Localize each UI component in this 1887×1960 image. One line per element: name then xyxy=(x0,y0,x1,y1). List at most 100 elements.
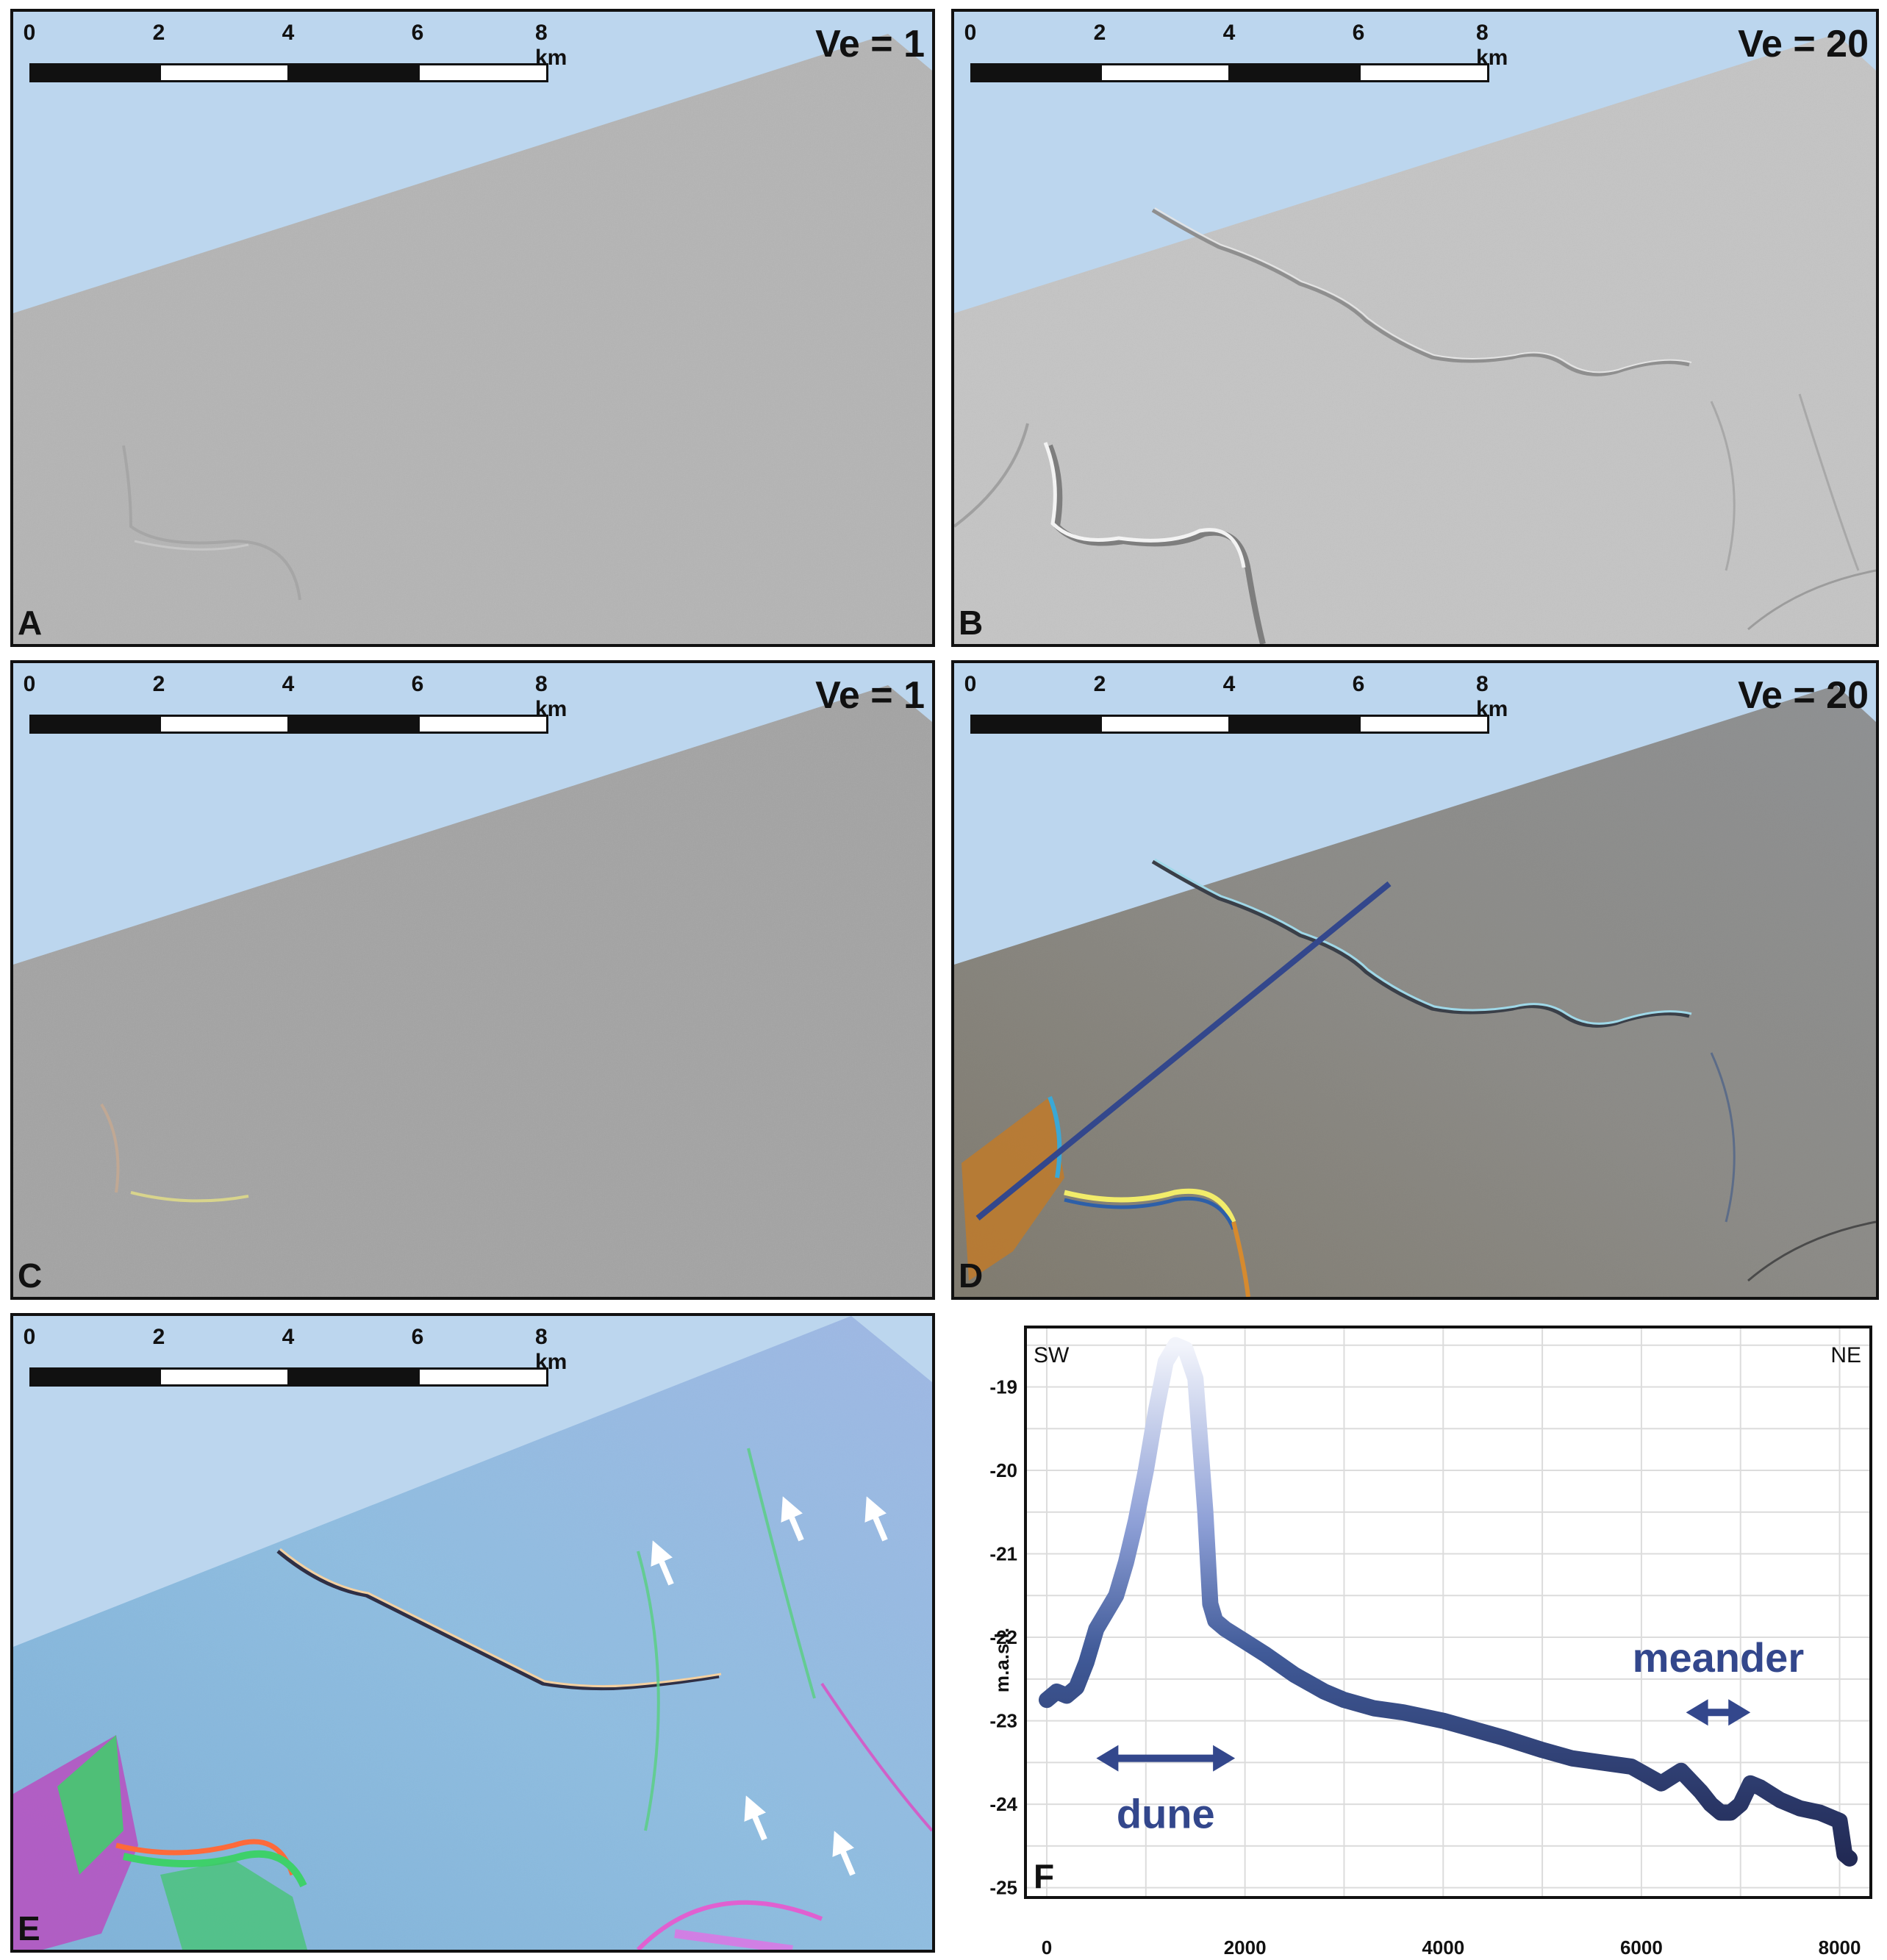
scale-segment xyxy=(418,63,548,82)
vertical-exaggeration-label: Ve = 20 xyxy=(1738,23,1869,65)
chart-grid xyxy=(1027,1328,1869,1896)
scale-tick-2: 2 xyxy=(152,1325,165,1349)
scale-tick-4: 4 xyxy=(282,1325,295,1349)
scale-segment xyxy=(1100,715,1231,734)
scale-segment xyxy=(1100,63,1231,82)
double-headed-arrow-icon xyxy=(1686,1699,1751,1726)
color-relief-terrain-e xyxy=(13,1316,932,1950)
map-panel-e: 0 2 4 6 8 km E xyxy=(10,1313,935,1953)
up-right-arrow-icon xyxy=(864,1496,888,1542)
scale-tick-8: 8 km xyxy=(535,1325,567,1374)
vertical-exaggeration-label: Ve = 20 xyxy=(1738,674,1869,717)
annotation-meander: meander xyxy=(1633,1634,1804,1681)
panel-letter: F xyxy=(1034,1857,1054,1895)
x-tick-label: 4000 xyxy=(1422,1936,1464,1959)
chart-frame xyxy=(1024,1326,1872,1899)
map-panel-d: 0 2 4 6 8 km Ve = 20 D xyxy=(951,660,1879,1300)
panel-letter: C xyxy=(18,1256,43,1295)
scale-bar: 0 2 4 6 8 km xyxy=(964,672,1508,738)
up-right-arrow-icon xyxy=(832,1831,856,1876)
scale-tick-8: 8 km xyxy=(1476,672,1508,721)
scale-segment xyxy=(29,715,160,734)
elevation-profile-panel: 0 2000 4000 6000 8000 -19 -20 -21 -22 -23 -24 -25 d… xyxy=(956,1315,1887,1960)
x-tick-label: 0 xyxy=(1042,1936,1052,1959)
scale-segment xyxy=(970,63,1101,82)
scale-tick-4: 4 xyxy=(282,672,295,696)
up-right-arrow-icon xyxy=(651,1540,674,1586)
elevation-profile-chart: 0 2000 4000 6000 8000 -19 -20 -21 -22 -23 -24 -25 d… xyxy=(989,1328,1869,1959)
scale-segment xyxy=(1229,715,1360,734)
scale-segment xyxy=(418,1367,548,1387)
scale-tick-4: 4 xyxy=(282,21,295,45)
scale-tick-2: 2 xyxy=(152,21,165,45)
vertical-exaggeration-label: Ve = 1 xyxy=(815,674,925,717)
map-panel-c: 0 2 4 6 8 km Ve = 1 C xyxy=(10,660,935,1300)
y-tick-label: -24 xyxy=(989,1793,1017,1815)
scale-segment xyxy=(29,1367,160,1387)
vertical-exaggeration-label: Ve = 1 xyxy=(815,23,925,65)
up-right-arrow-icon xyxy=(781,1496,804,1542)
corner-label-sw: SW xyxy=(1034,1343,1070,1367)
scale-segment xyxy=(29,63,160,82)
y-tick-label: -23 xyxy=(989,1710,1017,1732)
scale-tick-6: 6 xyxy=(411,672,424,696)
panel-letter: B xyxy=(959,604,984,642)
x-tick-label: 2000 xyxy=(1224,1936,1267,1959)
y-tick-label: -25 xyxy=(989,1877,1017,1899)
elevation-profile-line xyxy=(1038,1337,1858,1867)
y-tick-label: -19 xyxy=(989,1376,1017,1398)
scale-tick-8: 8 km xyxy=(535,672,567,721)
scale-tick-0: 0 xyxy=(23,21,36,45)
hillshade-terrain-c xyxy=(13,685,932,1297)
scale-segment xyxy=(159,715,290,734)
chart-annotations: dune meander xyxy=(1096,1634,1804,1837)
scale-bar: 0 2 4 6 8 km xyxy=(24,21,567,87)
panel-letter: E xyxy=(18,1909,40,1948)
y-tick-label: -21 xyxy=(989,1543,1017,1565)
hillshade-terrain-a xyxy=(13,34,932,644)
scale-tick-0: 0 xyxy=(964,672,977,696)
scale-tick-0: 0 xyxy=(23,1325,36,1349)
scale-segment xyxy=(970,715,1101,734)
panel-letter: D xyxy=(959,1256,984,1295)
scale-tick-2: 2 xyxy=(1093,672,1106,696)
scale-segment xyxy=(288,715,419,734)
map-panel-b: 0 2 4 6 8 km Ve = 20 B xyxy=(951,9,1879,647)
scale-tick-0: 0 xyxy=(964,21,977,45)
chart-series xyxy=(1038,1337,1858,1867)
y-tick-label: -22 xyxy=(989,1626,1017,1648)
x-tick-label: 6000 xyxy=(1620,1936,1663,1959)
map-panel-a: 0 2 4 6 8 km Ve = 1 A xyxy=(10,9,935,647)
profile-line xyxy=(975,881,1392,1221)
scale-tick-2: 2 xyxy=(1093,21,1106,45)
x-tick-label: 8000 xyxy=(1819,1936,1861,1959)
scale-tick-2: 2 xyxy=(152,672,165,696)
annotation-dune: dune xyxy=(1117,1791,1215,1837)
scale-tick-0: 0 xyxy=(23,672,36,696)
corner-label-ne: NE xyxy=(1830,1343,1861,1367)
scale-segment xyxy=(159,1367,290,1387)
up-right-arrow-icon xyxy=(744,1795,767,1841)
scale-segment xyxy=(1229,63,1360,82)
scale-segment xyxy=(288,63,419,82)
scale-tick-6: 6 xyxy=(411,1325,424,1349)
chart-axes: 0 2000 4000 6000 8000 -19 -20 -21 -22 -23 -24 -25 xyxy=(989,1376,1861,1959)
scale-bar: 0 2 4 6 8 km xyxy=(964,21,1508,87)
scale-segment xyxy=(1358,63,1489,82)
y-axis-label: m.a.s.l. xyxy=(991,1628,1013,1692)
scale-tick-6: 6 xyxy=(411,21,424,45)
multi-direction-hillshade-d xyxy=(954,685,1876,1297)
scale-segment xyxy=(1358,715,1489,734)
scale-bar: 0 2 4 6 8 km xyxy=(24,672,567,738)
y-tick-label: -20 xyxy=(989,1459,1017,1481)
panel-letter: A xyxy=(18,604,43,642)
scale-tick-4: 4 xyxy=(1222,672,1236,696)
scale-segment xyxy=(159,63,290,82)
hillshade-terrain-b xyxy=(954,34,1876,644)
double-headed-arrow-icon xyxy=(1096,1745,1236,1772)
scale-tick-6: 6 xyxy=(1352,672,1365,696)
scale-segment xyxy=(288,1367,419,1387)
scale-segment xyxy=(418,715,548,734)
scale-bar: 0 2 4 6 8 km xyxy=(24,1325,567,1391)
scale-tick-4: 4 xyxy=(1222,21,1236,45)
